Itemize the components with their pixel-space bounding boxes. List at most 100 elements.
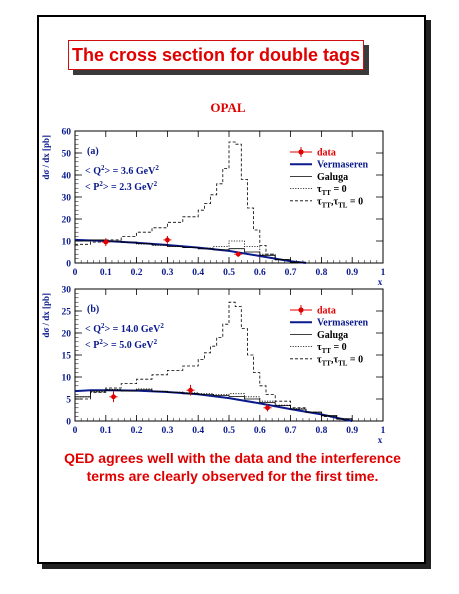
p2-exponent: 2 — [99, 180, 103, 188]
data-point — [235, 251, 241, 257]
series-line — [75, 141, 322, 264]
legend-tau-part: TT — [322, 359, 332, 367]
legend-tau-part: τ — [317, 342, 322, 353]
conclusion-text: QED agrees well with the data and the in… — [64, 450, 401, 484]
x-tick-label: 0.5 — [223, 426, 235, 436]
panel-b: 0 0.1 0.2 0.3 0.4 0.5 0.6 0.7 0.8 0.9 105101520253… — [41, 286, 386, 446]
legend-tau-part: ,τ — [331, 196, 339, 207]
legend-tau-part: τ — [317, 354, 322, 365]
legend-label-tau-tt-tl: τTT,τTL = 0 — [317, 196, 363, 209]
y-tick-label: 15 — [62, 352, 72, 362]
legend-tau-part: TL — [338, 201, 348, 209]
y-tick-label: 10 — [62, 238, 72, 248]
x-tick-label: 0.7 — [285, 426, 297, 436]
q2-unit-exponent: 2 — [160, 322, 164, 330]
p2-prefix: < P — [85, 340, 99, 351]
data-point — [103, 239, 109, 245]
legend-tau-part: τ — [317, 196, 322, 207]
series-line — [75, 239, 306, 263]
q2-exponent: 2 — [101, 164, 105, 172]
x-tick-label: 0.6 — [254, 426, 266, 436]
x-tick-label: 0.5 — [223, 268, 235, 278]
x-tick-label: 0 — [73, 268, 78, 278]
p2-exponent: 2 — [99, 338, 103, 346]
p2-value: > = 2.3 GeV — [103, 182, 155, 193]
p2-label: < P2> = 2.3 GeV2 — [85, 180, 158, 193]
y-axis-label: dσ / dx [pb] — [41, 293, 51, 338]
data-point — [165, 237, 170, 243]
y-tick-label: 30 — [62, 286, 72, 296]
legend-tau-part: = 0 — [331, 342, 347, 353]
title-box: The cross section for double tags — [68, 40, 364, 70]
q2-prefix: < Q — [85, 166, 101, 177]
legend-label-tau-tt: τTT = 0 — [317, 342, 347, 355]
p2-unit-exponent: 2 — [154, 180, 158, 188]
legend-data-marker — [298, 307, 304, 313]
p2-label: < P2> = 5.0 GeV2 — [85, 338, 158, 351]
y-tick-label: 60 — [62, 128, 72, 138]
x-tick-label: 0.3 — [161, 426, 173, 436]
x-tick-label: 0.3 — [161, 268, 173, 278]
legend-label-tau-tt-tl: τTT,τTL = 0 — [317, 354, 363, 367]
slide-title: The cross section for double tags — [71, 45, 361, 65]
legend-tau-part: τ — [317, 184, 322, 195]
legend-label-galuga: Galuga — [317, 330, 348, 341]
panel-a: 0 0.1 0.2 0.3 0.4 0.5 0.6 0.7 0.8 0.9 101020304050… — [41, 128, 386, 288]
x-tick-label: 0.9 — [346, 426, 358, 436]
x-tick-label: 0.9 — [346, 268, 358, 278]
legend-label-data: data — [317, 306, 336, 317]
series-line — [74, 238, 307, 264]
y-tick-label: 40 — [62, 172, 72, 182]
legend-tau-part: TT — [322, 189, 332, 197]
legend-tau-part: = 0 — [347, 196, 363, 207]
series-line — [75, 388, 368, 422]
x-tick-label: 0.1 — [100, 268, 112, 278]
p2-unit-exponent: 2 — [154, 338, 158, 346]
x-tick-label: 0 — [73, 426, 78, 436]
y-tick-label: 0 — [66, 418, 71, 428]
x-tick-label: 0.4 — [192, 426, 204, 436]
legend-tau-part: TL — [338, 359, 348, 367]
legend-label-vermaseren: Vermaseren — [317, 160, 369, 171]
q2-label: < Q2> = 14.0 GeV2 — [85, 322, 164, 335]
x-tick-label: 0.8 — [315, 426, 327, 436]
x-tick-label: 0.8 — [315, 268, 327, 278]
data-point — [111, 394, 116, 400]
y-tick-label: 0 — [66, 260, 71, 270]
x-tick-label: 1 — [381, 268, 386, 278]
legend-data-marker — [298, 149, 304, 155]
series-line — [75, 301, 368, 422]
y-tick-label: 10 — [62, 374, 72, 384]
y-axis-label: dσ / dx [pb] — [41, 135, 51, 180]
x-tick-label: 0.6 — [254, 268, 266, 278]
legend-label-galuga: Galuga — [317, 172, 348, 183]
q2-exponent: 2 — [101, 322, 105, 330]
data-point — [188, 387, 193, 393]
legend-tau-part: TT — [322, 201, 332, 209]
experiment-label: OPAL — [210, 100, 245, 115]
legend-tau-part: = 0 — [347, 354, 363, 365]
x-axis-label: x — [378, 277, 383, 287]
x-tick-label: 0.2 — [131, 426, 143, 436]
y-tick-label: 20 — [62, 330, 72, 340]
y-tick-label: 20 — [62, 216, 72, 226]
x-tick-label: 1 — [381, 426, 386, 436]
q2-prefix: < Q — [85, 324, 101, 335]
legend-tau-part: = 0 — [331, 184, 347, 195]
p2-value: > = 5.0 GeV — [103, 340, 155, 351]
panel-label: (a) — [87, 146, 99, 157]
y-tick-label: 5 — [66, 396, 71, 406]
legend-label-tau-tt: τTT = 0 — [317, 184, 347, 197]
y-tick-label: 50 — [62, 150, 72, 160]
q2-label: < Q2> = 3.6 GeV2 — [85, 164, 159, 177]
q2-value: > = 3.6 GeV — [104, 166, 156, 177]
y-tick-label: 25 — [62, 308, 72, 318]
data-point — [265, 405, 270, 411]
x-tick-label: 0.4 — [192, 268, 204, 278]
x-tick-label: 0.2 — [131, 268, 143, 278]
legend-tau-part: ,τ — [331, 354, 339, 365]
panel-label: (b) — [87, 304, 99, 315]
legend-label-data: data — [317, 148, 336, 159]
q2-value: > = 14.0 GeV — [104, 324, 161, 335]
